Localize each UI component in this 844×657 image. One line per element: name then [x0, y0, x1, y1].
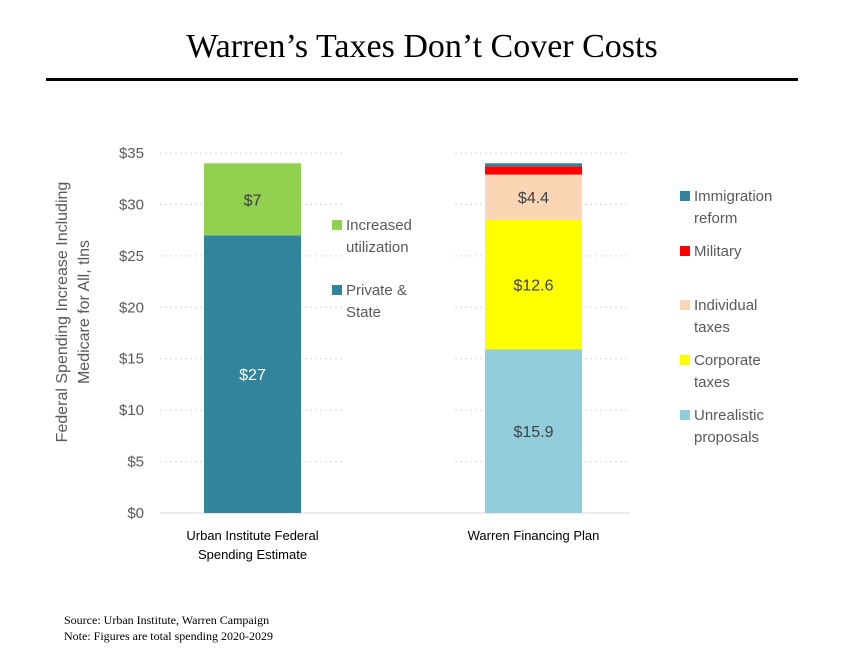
chart: $0 $5 $10 $15 $20 $25 $30 $35 Federal Spending …	[54, 145, 772, 562]
legend-label-individual-taxes: Individual	[694, 297, 757, 314]
legend: Increased utilization Private & State Immigr…	[332, 188, 772, 446]
bar-segment-unrealistic-proposals	[485, 349, 582, 513]
category-label: Urban Institute Federal	[186, 528, 318, 543]
title-rule	[46, 78, 798, 81]
category-label: Spending Estimate	[198, 547, 307, 562]
legend-swatch-increased-utilization	[332, 220, 342, 230]
legend-label-corporate-taxes: taxes	[694, 374, 730, 391]
legend-label-unrealistic-proposals: proposals	[694, 429, 759, 446]
category-label: Warren Financing Plan	[468, 528, 600, 543]
legend-label-increased-utilization: utilization	[346, 239, 409, 256]
source-text: Source: Urban Institute, Warren Campaign	[64, 613, 270, 627]
data-label-increased-utilization: $7	[244, 192, 262, 209]
source-note: Source: Urban Institute, Warren Campaign…	[64, 612, 273, 644]
legend-label-immigration-reform: reform	[694, 210, 737, 227]
y-tick-label: $0	[127, 505, 144, 522]
bars	[204, 163, 582, 514]
legend-label-unrealistic-proposals: Unrealistic	[694, 407, 765, 424]
y-tick-label: $15	[119, 351, 144, 368]
data-label-unrealistic-proposals: $15.9	[513, 424, 553, 441]
legend-label-private-state: Private &	[346, 282, 407, 299]
data-label-individual-taxes: $4.4	[518, 190, 549, 207]
legend-label-corporate-taxes: Corporate	[694, 352, 761, 369]
legend-label-private-state: State	[346, 304, 381, 321]
bar-segment-corporate-taxes	[485, 219, 582, 350]
legend-label-immigration-reform: Immigration	[694, 188, 772, 205]
data-label-private-state: $27	[239, 367, 266, 384]
category-labels: Urban Institute Federal Spending Estimate…	[186, 528, 599, 562]
y-axis-label-line-2: Medicare for All, tlns	[76, 240, 93, 384]
page-title: Warren’s Taxes Don’t Cover Costs	[186, 28, 658, 65]
y-axis-label-line-1: Federal Spending Increase Including	[54, 182, 71, 443]
legend-swatch-individual-taxes	[680, 300, 690, 310]
y-tick-label: $30	[119, 196, 144, 213]
legend-swatch-military	[680, 246, 690, 256]
bar-segment-immigration-reform	[485, 163, 582, 167]
legend-swatch-corporate-taxes	[680, 355, 690, 365]
bar-segment-increased-utilization	[204, 163, 301, 236]
legend-swatch-private-state	[332, 285, 342, 295]
bar-segment-private-state	[204, 235, 301, 514]
note-text: Note: Figures are total spending 2020-20…	[64, 629, 273, 643]
y-tick-label: $5	[127, 454, 144, 471]
bar-segment-military	[485, 166, 582, 175]
y-axis-ticks: $0 $5 $10 $15 $20 $25 $30 $35	[119, 145, 144, 522]
data-labels: $27 $7 $15.9 $12.6 $4.4	[239, 190, 553, 441]
y-tick-label: $10	[119, 402, 144, 419]
data-label-corporate-taxes: $12.6	[513, 278, 553, 295]
legend-label-individual-taxes: taxes	[694, 319, 730, 336]
bar-segment-individual-taxes	[485, 174, 582, 220]
legend-swatch-unrealistic-proposals	[680, 410, 690, 420]
legend-label-increased-utilization: Increased	[346, 217, 412, 234]
legend-swatch-immigration-reform	[680, 191, 690, 201]
y-tick-label: $20	[119, 299, 144, 316]
y-tick-label: $25	[119, 248, 144, 265]
y-tick-label: $35	[119, 145, 144, 162]
legend-label-military: Military	[694, 243, 742, 260]
